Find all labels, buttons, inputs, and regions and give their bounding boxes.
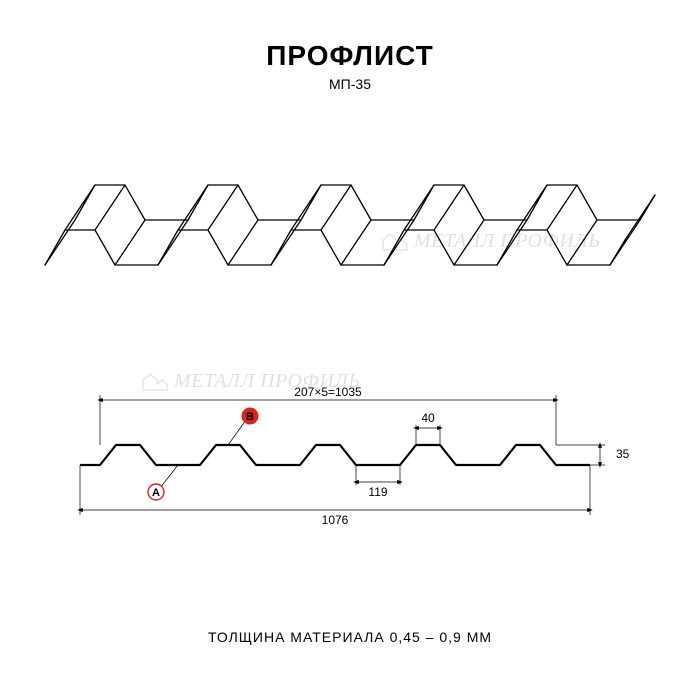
technical-cross-section: 207×5=1035 40 35 119 1076 B A xyxy=(60,370,640,540)
isometric-profile-drawing xyxy=(40,160,660,290)
subtitle: МП-35 xyxy=(0,76,700,92)
dim-rib-top: 40 xyxy=(421,411,435,425)
title-block: ПРОФЛИСТ МП-35 xyxy=(0,0,700,92)
marker-a: A xyxy=(148,465,178,500)
marker-b: B xyxy=(228,408,258,445)
main-title: ПРОФЛИСТ xyxy=(0,40,700,72)
svg-text:A: A xyxy=(152,487,160,499)
dim-height: 35 xyxy=(616,447,630,461)
dim-top-pitch: 207×5=1035 xyxy=(294,385,362,399)
dim-total-width: 1076 xyxy=(322,513,349,527)
material-thickness-note: ТОЛЩИНА МАТЕРИАЛА 0,45 – 0,9 ММ xyxy=(0,629,700,645)
svg-text:B: B xyxy=(246,411,254,423)
dim-rib-bottom: 119 xyxy=(368,485,387,499)
